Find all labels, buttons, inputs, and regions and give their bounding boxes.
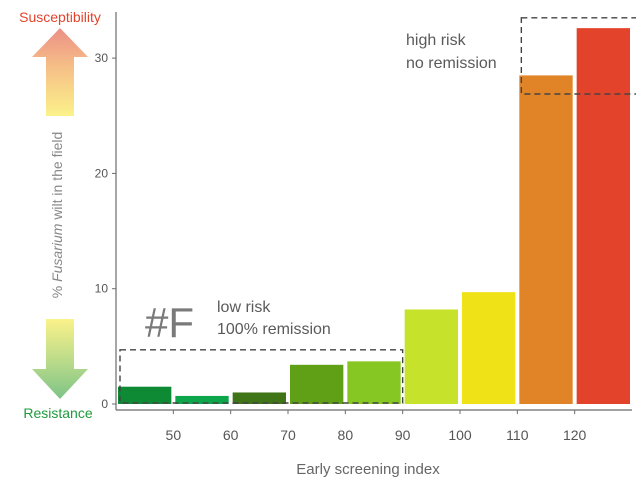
resistance-arrow-icon: [32, 319, 88, 399]
bar-1: [118, 386, 172, 404]
bar-6: [404, 309, 458, 404]
high-risk-label-line1: high risk: [406, 32, 467, 49]
bar-8: [519, 75, 573, 404]
y-axis-ticks: 0 10 20 30: [95, 51, 116, 411]
bar-9: [576, 28, 630, 405]
x-tick-label: 100: [448, 427, 472, 443]
bar-3: [232, 392, 286, 404]
x-tick-label: 120: [563, 427, 587, 443]
bar-5: [347, 361, 401, 404]
x-axis-title: Early screening index: [296, 461, 440, 478]
y-tick-label: 30: [95, 51, 109, 65]
panel-tag: #F: [145, 299, 194, 346]
high-risk-box: [520, 17, 636, 95]
x-tick-label: 60: [223, 427, 239, 443]
y-tick-label: 0: [101, 397, 108, 411]
x-tick-label: 80: [338, 427, 354, 443]
low-risk-label-line1: low risk: [217, 299, 271, 316]
y-axis-title-prefix: %: [49, 282, 65, 298]
low-risk-label-line2: 100% remission: [217, 321, 331, 338]
x-tick-label: 90: [395, 427, 411, 443]
y-tick-label: 10: [95, 282, 109, 296]
x-tick-label: 70: [280, 427, 296, 443]
x-tick-label: 50: [166, 427, 182, 443]
susceptibility-arrow-icon: [32, 28, 88, 116]
y-tick-label: 20: [95, 166, 109, 180]
y-axis-title-italic: Fusarium: [49, 223, 65, 282]
low-risk-box: [119, 349, 404, 404]
y-axis-title-suffix: wilt in the field: [49, 132, 65, 224]
x-axis-ticks: 50 60 70 80 90 100 110 120: [166, 410, 587, 443]
x-tick-label: 110: [506, 427, 529, 443]
region-boxes: [119, 17, 636, 404]
y-axis-title: % Fusarium wilt in the field: [49, 132, 65, 299]
bar-7: [462, 292, 516, 404]
high-risk-label-line2: no remission: [406, 55, 497, 72]
susceptibility-label: Susceptibility: [19, 9, 101, 25]
resistance-label: Resistance: [23, 405, 92, 421]
bar-4: [290, 364, 344, 404]
axes-layer: [115, 12, 632, 411]
bars-layer: [118, 28, 630, 405]
bar-2: [175, 395, 229, 404]
